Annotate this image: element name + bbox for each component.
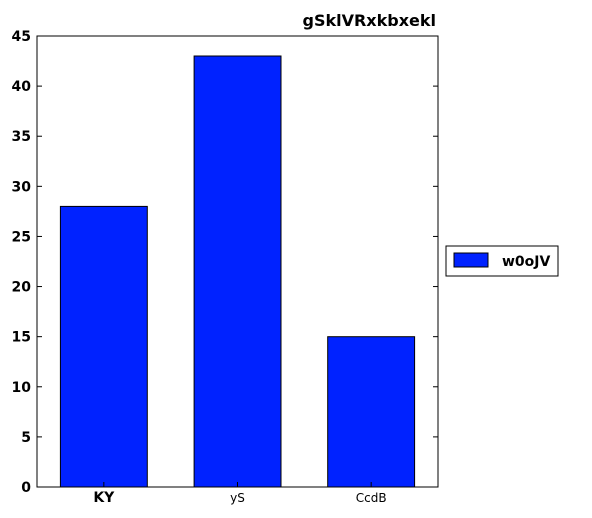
legend: w0oJV — [445, 245, 559, 277]
y-tick-label: 15 — [12, 330, 31, 346]
plot-frame — [36, 35, 439, 488]
y-tick-label: 0 — [21, 480, 31, 496]
bar-ky — [59, 205, 148, 488]
x-tick-label-ccdb: CcdB — [356, 491, 387, 505]
x-tick-label-ky: KY — [93, 490, 115, 506]
x-axis: KY yS CcdB — [93, 482, 387, 506]
bar-ccdb — [327, 336, 416, 488]
bar-ys — [193, 55, 282, 488]
y-tick-label: 25 — [12, 229, 31, 245]
y-tick-label: 45 — [12, 29, 31, 45]
y-tick-label: 20 — [12, 280, 32, 296]
y-tick-label: 35 — [12, 129, 31, 145]
y-tick-label: 40 — [12, 79, 32, 95]
x-tick-label-ys: yS — [230, 491, 245, 505]
bars-group — [59, 55, 416, 488]
y-axis: 0 5 10 15 20 25 30 35 40 45 — [12, 29, 438, 496]
y-tick-label: 5 — [21, 430, 31, 446]
legend-label: w0oJV — [502, 254, 551, 270]
y-tick-label: 30 — [12, 179, 32, 195]
y-tick-label: 10 — [12, 380, 32, 396]
legend-swatch — [453, 252, 489, 268]
chart-title: gSklVRxkbxekl — [302, 11, 436, 30]
